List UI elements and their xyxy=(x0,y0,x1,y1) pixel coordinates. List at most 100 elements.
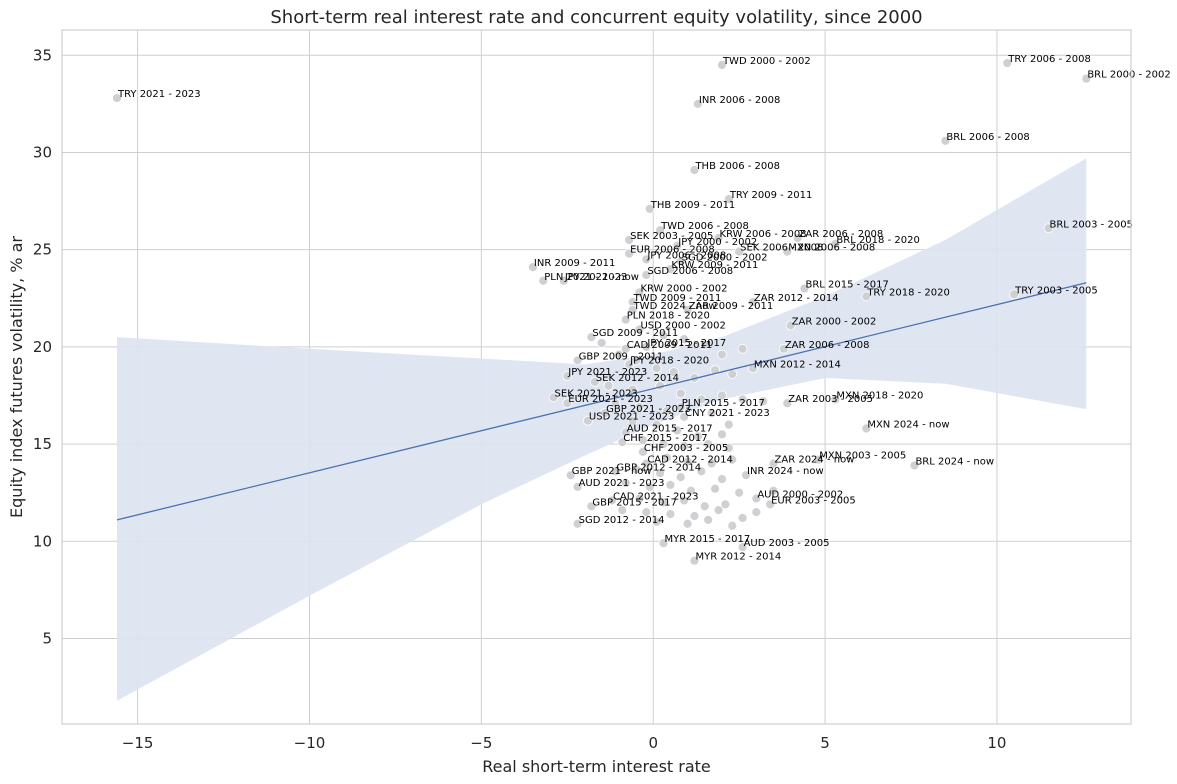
scatter-point xyxy=(644,203,655,214)
scatter-point xyxy=(782,398,793,409)
point-label: EUR 2021 - 2023 xyxy=(568,394,653,405)
scatter-point xyxy=(610,398,621,409)
scatter-point xyxy=(651,516,662,527)
scatter-point xyxy=(679,411,690,422)
point-label: SEK 2006 - 2008 xyxy=(740,243,823,254)
scatter-point xyxy=(658,538,669,549)
scatter-point xyxy=(641,507,652,518)
scatter-point xyxy=(675,472,686,483)
scatter-point xyxy=(758,396,769,407)
point-label: INR 2024 - now xyxy=(747,466,824,477)
point-label: MXN 2003 - 2005 xyxy=(819,451,906,462)
point-label: ZAR 2003 - 2005 xyxy=(788,394,873,405)
x-axis-title: Real short-term interest rate xyxy=(482,757,711,776)
scatter-point xyxy=(768,485,779,496)
scatter-point xyxy=(703,439,714,449)
point-label: SEK 2012 - 2014 xyxy=(596,373,679,384)
scatter-point xyxy=(548,392,559,403)
point-label: PLN 2015 - 2017 xyxy=(682,398,765,409)
y-tick-label: 5 xyxy=(42,629,52,647)
scatter-point xyxy=(675,388,686,399)
point-label: AUD 2000 - 2002 xyxy=(757,489,843,500)
scatter-point xyxy=(682,305,693,315)
scatter-point xyxy=(737,394,748,405)
scatter-point xyxy=(717,390,727,401)
point-label: EUR 2006 - 2008 xyxy=(630,245,715,256)
scatter-point xyxy=(528,262,538,273)
scatter-point xyxy=(909,460,920,471)
point-label: CAD 2009 - 2011 xyxy=(627,340,713,351)
point-label: BRL 2018 - 2020 xyxy=(836,235,919,246)
point-label: EUR 2003 - 2005 xyxy=(771,495,856,506)
scatter-point xyxy=(861,423,872,434)
scatter-point xyxy=(617,437,628,448)
point-label: SEK 2021 - 2023 xyxy=(555,388,638,399)
scatter-point xyxy=(658,497,669,508)
scatter-points xyxy=(112,58,1092,566)
scatter-point xyxy=(751,493,762,504)
scatter-point xyxy=(634,402,645,413)
scatter-point xyxy=(538,275,549,286)
point-label: MXN 2024 - now xyxy=(867,420,949,431)
point-label: SGD 2000 - 2002 xyxy=(682,252,768,263)
point-label: MXN 2012 - 2014 xyxy=(754,359,841,370)
point-label: KRW 2000 - 2002 xyxy=(640,283,727,294)
scatter-point xyxy=(572,518,583,529)
point-label: AUD 2003 - 2005 xyxy=(744,538,830,549)
scatter-point xyxy=(737,542,748,552)
scatter-point xyxy=(710,483,720,494)
scatter-point xyxy=(734,487,745,498)
confidence-band-area xyxy=(117,158,1087,701)
scatter-point xyxy=(624,359,635,370)
point-label: MXN 2018 - 2020 xyxy=(836,390,923,401)
scatter-point xyxy=(634,324,645,335)
scatter-point xyxy=(699,340,710,350)
scatter-point xyxy=(562,398,573,409)
scatter-point xyxy=(603,380,614,391)
scatter-point xyxy=(686,485,696,496)
scatter-point xyxy=(699,501,710,512)
scatter-point xyxy=(112,93,122,103)
point-label: TWD 2000 - 2002 xyxy=(722,56,811,67)
point-label: BRL 2024 - now xyxy=(915,456,994,467)
y-tick-label: 15 xyxy=(33,435,52,453)
scatter-point xyxy=(940,135,951,146)
point-label: PLN 2018 - 2020 xyxy=(627,311,710,322)
point-label: TRY 2018 - 2020 xyxy=(866,287,950,298)
regression-line-group xyxy=(116,282,1087,521)
scatter-point xyxy=(799,283,810,294)
point-label: JPY 2018 - 2020 xyxy=(629,355,709,366)
point-label: TWD 2009 - 2011 xyxy=(633,293,722,304)
point-label: BRL 2006 - 2008 xyxy=(946,132,1029,143)
scatter-point xyxy=(830,394,841,405)
regression-line xyxy=(116,282,1087,521)
plot-frame xyxy=(61,29,1132,725)
scatter-point xyxy=(696,466,707,477)
scatter-point xyxy=(596,338,607,348)
point-labels: TRY 2021 - 2023 TWD 2000 - 2002 TRY 2006 -… xyxy=(117,54,1171,563)
scatter-point xyxy=(751,507,762,518)
scatter-point xyxy=(717,429,727,440)
point-label: ZAR 2024 - now xyxy=(775,455,855,466)
confidence-band xyxy=(117,158,1087,701)
scatter-point xyxy=(785,320,796,331)
scatter-point xyxy=(668,367,679,378)
scatter-point xyxy=(620,478,631,488)
point-label: JPY 2021 - now xyxy=(564,272,639,283)
scatter-point xyxy=(737,343,748,354)
point-label: ZAR 2006 - 2008 xyxy=(785,340,870,351)
scatter-point xyxy=(607,495,617,506)
scatter-point xyxy=(679,334,690,344)
point-label: TRY 2021 - 2023 xyxy=(117,89,201,100)
point-label: JPY 2006 - 2008 xyxy=(646,250,726,261)
y-tick-label: 35 xyxy=(33,46,52,64)
scatter-point xyxy=(682,456,693,467)
point-label: GBP 2009 - 2011 xyxy=(579,351,664,362)
point-label: JPY 2015 - 2017 xyxy=(646,338,726,349)
scatter-point xyxy=(768,458,779,469)
scatter-point xyxy=(747,297,758,308)
scatter-point xyxy=(1009,289,1020,300)
scatter-point xyxy=(651,363,662,374)
scatter-point xyxy=(717,349,727,360)
scatter-point xyxy=(620,314,631,325)
